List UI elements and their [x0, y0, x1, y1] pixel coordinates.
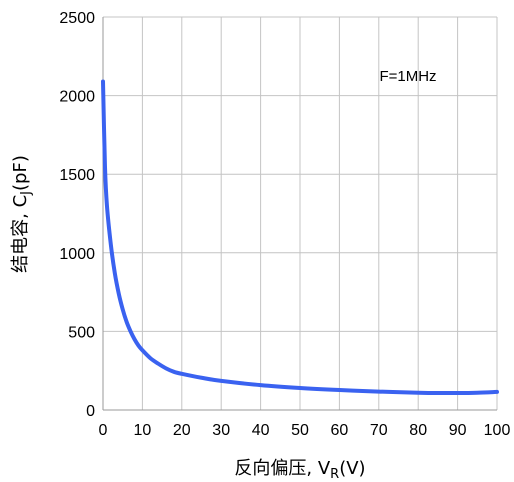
y-tick-label: 2500	[59, 10, 95, 27]
x-tick-label: 50	[291, 422, 309, 439]
x-tick-label: 60	[331, 422, 349, 439]
x-axis-title-subscript: R	[330, 467, 339, 482]
series-layer	[101, 79, 499, 396]
y-axis-title-suffix: (pF)	[10, 155, 31, 191]
y-tick-label: 1500	[59, 167, 95, 184]
x-tick-label: 10	[134, 422, 152, 439]
x-axis-title-suffix: (V)	[339, 458, 365, 479]
y-tick-label: 1000	[59, 246, 95, 263]
x-axis-title: 反向偏压, VR(V)	[234, 458, 365, 482]
y-tick-label: 0	[86, 403, 95, 420]
x-axis-title-main: 反向偏压, V	[234, 458, 330, 479]
y-tick-label: 500	[68, 324, 95, 341]
x-tick-label: 20	[173, 422, 191, 439]
capacitance-series-line	[101, 79, 499, 396]
frequency-annotation: F=1MHz	[379, 68, 436, 85]
x-tick-label: 100	[484, 422, 511, 439]
tick-labels: 0 500 1000 1500 2000 2500 0 10 20 30 40 50 60 70 80 90 1…	[59, 10, 510, 439]
x-tick-label: 0	[99, 422, 108, 439]
x-tick-label: 30	[212, 422, 230, 439]
y-tick-label: 2000	[59, 89, 95, 106]
x-tick-label: 40	[252, 422, 270, 439]
x-tick-label: 80	[409, 422, 427, 439]
x-tick-label: 70	[370, 422, 388, 439]
x-tick-label: 90	[449, 422, 467, 439]
y-axis-title-main: 结电容, C	[10, 195, 31, 273]
grid	[103, 16, 498, 410]
y-axis-title-subscript: J	[19, 191, 34, 196]
y-axis-title: 结电容, CJ(pF)	[10, 155, 34, 273]
